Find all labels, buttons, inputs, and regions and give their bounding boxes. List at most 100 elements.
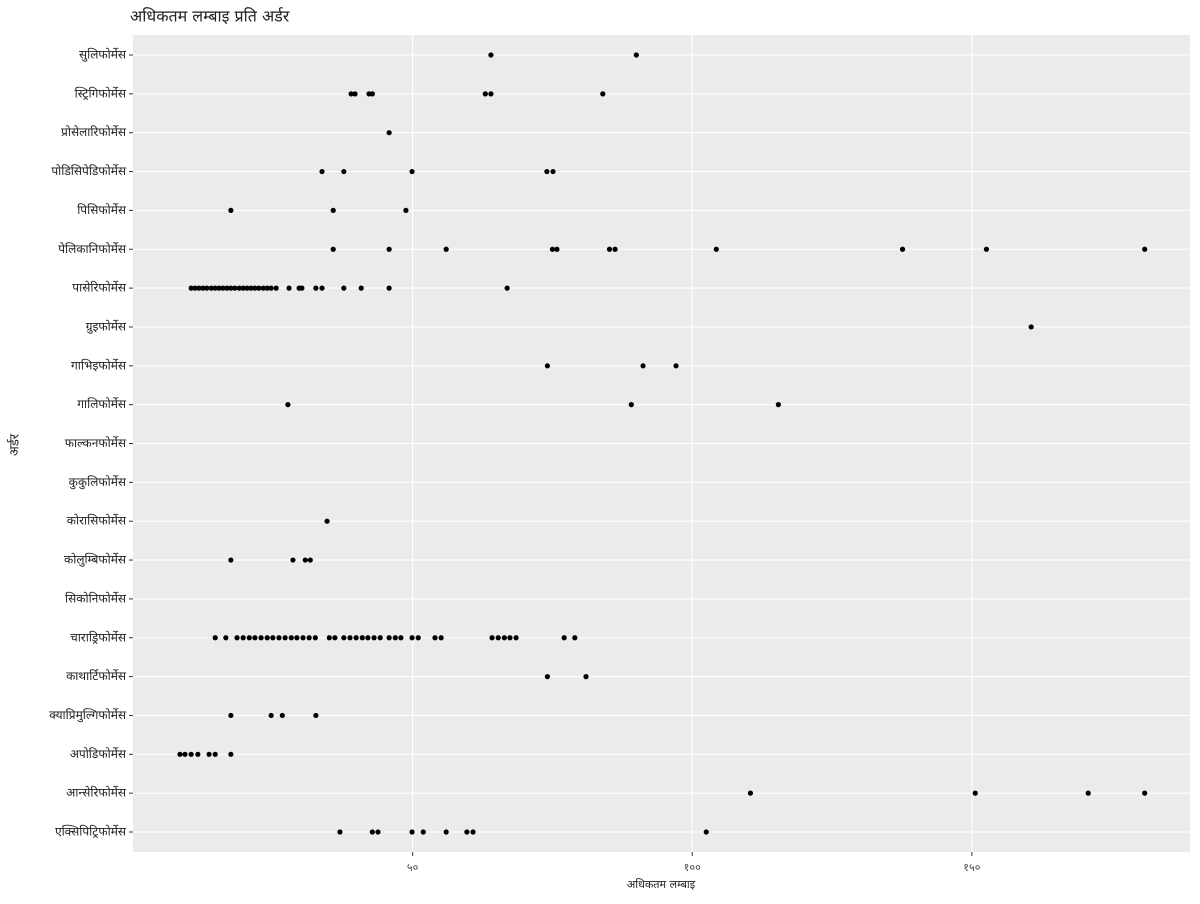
point	[319, 285, 325, 291]
point	[352, 91, 358, 97]
y-axis-title: अर्डर	[7, 433, 23, 456]
y-tick-label: कोलुम्बिफोर्मेस	[64, 553, 127, 568]
point	[246, 635, 252, 641]
point	[188, 285, 194, 291]
point	[307, 557, 313, 563]
point	[432, 635, 438, 641]
point	[268, 712, 274, 719]
point	[348, 91, 354, 97]
y-tick-label: गालिफोर्मेस	[77, 397, 127, 411]
y-tick-label: पासेरिफोर्मेस	[72, 281, 127, 295]
point	[386, 285, 392, 291]
point	[299, 285, 305, 291]
point	[302, 557, 308, 563]
point	[489, 635, 495, 641]
y-tick-label: क्याप्रिमुल्गिफोर्मेस	[49, 708, 127, 723]
point	[240, 635, 246, 641]
point	[365, 635, 371, 641]
point	[544, 674, 551, 680]
point	[223, 635, 229, 641]
y-tick-label: पोडिसिपेडिफोर्मेस	[51, 164, 127, 178]
point	[628, 402, 634, 408]
point	[583, 674, 589, 680]
point	[488, 91, 494, 97]
y-tick-label: एक्सिपिट्रिफोर्मेस	[55, 825, 127, 839]
point	[507, 635, 513, 641]
point	[195, 751, 201, 757]
y-tick-label: प्रोसेलारिफोर्मेस	[61, 125, 127, 139]
point	[403, 207, 409, 213]
y-tick-label: कोरासिफोर्मेस	[67, 514, 127, 528]
point	[438, 635, 444, 641]
point	[549, 246, 556, 252]
y-tick-label: गाभिइफोर्मेस	[71, 358, 127, 372]
point	[1142, 790, 1148, 796]
y-tick-label: कुकुलिफोर्मेस	[69, 475, 127, 490]
point	[377, 635, 383, 641]
point	[244, 285, 250, 291]
point	[228, 751, 234, 757]
point	[285, 402, 291, 408]
point	[369, 91, 375, 97]
point	[212, 635, 218, 641]
point	[409, 168, 415, 175]
point	[319, 168, 325, 175]
point	[504, 285, 510, 291]
point	[983, 246, 990, 252]
point	[386, 635, 392, 641]
y-tick-label: चाराड्रिफोर्मेस	[70, 630, 127, 644]
point	[188, 751, 194, 757]
y-tick-label: पेलिकानिफोर्मेस	[58, 242, 127, 256]
point	[747, 790, 754, 796]
point	[252, 285, 258, 291]
point	[252, 635, 258, 641]
point	[415, 635, 421, 641]
point	[228, 207, 234, 213]
point	[286, 285, 292, 291]
point	[306, 635, 312, 641]
point	[224, 285, 230, 291]
point	[899, 246, 906, 252]
point	[470, 829, 476, 835]
point	[713, 246, 719, 252]
x-tick-label: १५०	[963, 861, 980, 874]
point	[312, 635, 318, 641]
point	[200, 285, 206, 291]
point	[375, 829, 381, 835]
point	[409, 635, 415, 641]
point	[282, 635, 288, 641]
point	[268, 285, 274, 291]
point	[353, 635, 359, 641]
y-tick-label: सुलिफोर्मेस	[79, 48, 127, 63]
point	[206, 751, 212, 757]
point	[337, 829, 343, 835]
point	[501, 635, 507, 641]
point	[273, 285, 279, 291]
point	[561, 635, 567, 641]
point	[300, 635, 306, 641]
point	[443, 246, 449, 252]
point	[270, 635, 276, 641]
point	[392, 635, 398, 641]
point	[443, 829, 449, 835]
point	[256, 285, 262, 291]
point	[482, 91, 488, 97]
point	[612, 246, 618, 252]
y-tick-label: पिसिफोर्मेस	[77, 203, 127, 217]
point	[228, 712, 234, 719]
point	[212, 751, 218, 757]
y-tick-label: अपोडिफोर्मेस	[70, 747, 127, 761]
point	[332, 635, 338, 641]
chart-title: अधिकतम लम्बाइ प्रति अर्डर	[130, 7, 290, 26]
y-tick-label: ग्रुइफोर्मेस	[86, 319, 127, 334]
point	[369, 829, 375, 835]
point	[358, 285, 364, 291]
point	[240, 285, 246, 291]
point	[409, 829, 415, 835]
point	[290, 557, 296, 563]
point	[208, 285, 214, 291]
point	[288, 635, 294, 641]
point	[775, 402, 781, 408]
point	[420, 829, 426, 835]
